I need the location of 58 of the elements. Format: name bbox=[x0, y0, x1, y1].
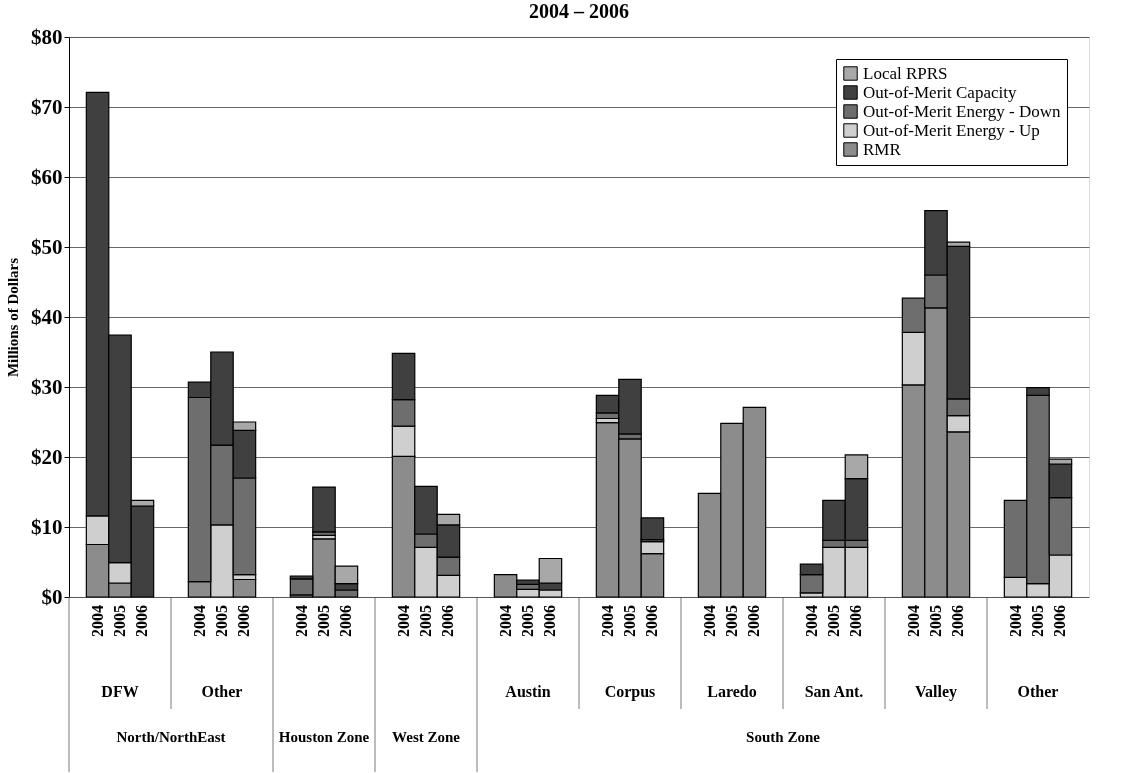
y-tick-label: $50 bbox=[31, 234, 63, 259]
legend-label: Out-of-Merit Energy - Up bbox=[863, 120, 1040, 140]
x-tick-label: 2004 bbox=[88, 605, 106, 637]
text: San Ant. bbox=[804, 683, 864, 700]
x-tick-label: 2005 bbox=[417, 605, 434, 637]
text: Austin bbox=[505, 683, 551, 700]
x-tick-label: 2005 bbox=[315, 605, 332, 637]
x-tick-label: 2004 bbox=[1006, 605, 1024, 637]
text: South Zone bbox=[746, 729, 821, 745]
x-tick-label: 2006 bbox=[337, 605, 355, 637]
x-tick-label: 2006 bbox=[643, 605, 661, 637]
x-tick-label: 2004 bbox=[190, 605, 208, 637]
text: Other bbox=[1017, 683, 1059, 700]
text: West Zone bbox=[392, 729, 461, 745]
text: Valley bbox=[914, 683, 958, 701]
y-tick-label: $70 bbox=[31, 94, 63, 119]
legend-label: Local RPRS bbox=[863, 63, 948, 83]
x-tick-label: 2006 bbox=[439, 605, 457, 637]
x-tick-label: 2004 bbox=[700, 605, 718, 637]
x-tick-label: 2006 bbox=[1051, 605, 1069, 637]
x-tick-label: 2005 bbox=[621, 605, 638, 637]
x-tick-label: 2006 bbox=[133, 605, 151, 637]
y-tick-label: $60 bbox=[31, 164, 63, 189]
text: Houston Zone bbox=[278, 729, 370, 745]
x-tick-label: 2006 bbox=[541, 605, 559, 637]
text: North/NorthEast bbox=[116, 729, 226, 745]
y-axis-title: Millions of Dollars bbox=[5, 257, 21, 378]
text: DFW bbox=[101, 683, 139, 700]
y-tick-label: $20 bbox=[31, 444, 63, 469]
x-tick-label: 2006 bbox=[949, 605, 967, 637]
x-tick-label: 2005 bbox=[1029, 605, 1046, 637]
legend-label: Out-of-Merit Capacity bbox=[863, 82, 1017, 102]
chart-title: 2004 – 2006 bbox=[529, 0, 629, 22]
x-tick-label: 2006 bbox=[745, 605, 763, 637]
x-tick-label: 2004 bbox=[292, 605, 310, 637]
text: Corpus bbox=[604, 683, 656, 701]
x-tick-label: 2005 bbox=[519, 605, 536, 637]
x-tick-label: 2004 bbox=[802, 605, 820, 637]
x-tick-label: 2005 bbox=[825, 605, 842, 637]
y-tick-label: $10 bbox=[31, 514, 63, 539]
x-tick-label: 2005 bbox=[723, 605, 740, 637]
x-tick-label: 2005 bbox=[927, 605, 944, 637]
x-tick-label: 2004 bbox=[496, 605, 514, 637]
y-tick-label: $0 bbox=[41, 584, 63, 609]
x-tick-label: 2005 bbox=[111, 605, 128, 637]
x-tick-label: 2004 bbox=[394, 605, 412, 637]
text: Other bbox=[201, 683, 243, 700]
y-tick-label: $30 bbox=[31, 374, 63, 399]
x-tick-label: 2006 bbox=[235, 605, 253, 637]
legend-label: RMR bbox=[863, 139, 902, 159]
legend-label: Out-of-Merit Energy - Down bbox=[863, 101, 1061, 121]
x-tick-label: 2004 bbox=[904, 605, 922, 637]
text: Laredo bbox=[707, 683, 757, 700]
y-tick-label: $40 bbox=[31, 304, 63, 329]
x-tick-label: 2004 bbox=[598, 605, 616, 637]
y-tick-label: $80 bbox=[31, 24, 63, 49]
x-tick-label: 2006 bbox=[847, 605, 865, 637]
x-tick-label: 2005 bbox=[213, 605, 230, 637]
